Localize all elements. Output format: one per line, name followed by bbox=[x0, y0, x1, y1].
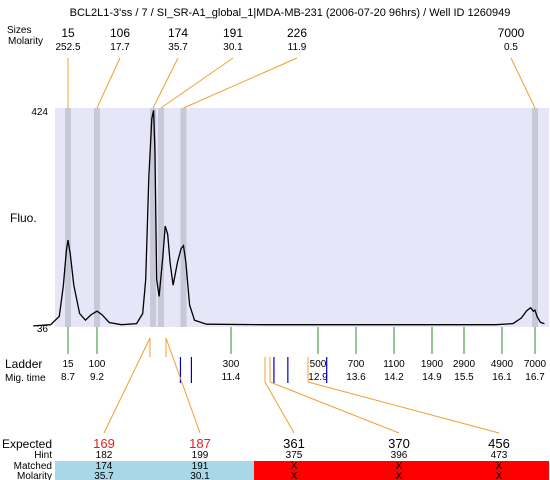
ladder-migtime-label: 13.6 bbox=[346, 372, 366, 383]
peak-molarity-label: 0.5 bbox=[504, 42, 518, 53]
ladder-size-label: 15 bbox=[62, 359, 74, 370]
ladder-row-label: Ladder bbox=[5, 357, 42, 371]
matched-bars bbox=[55, 461, 549, 480]
migtime-row-label: Mig. time bbox=[5, 373, 46, 384]
molarity-row-label: Molarity bbox=[8, 36, 43, 47]
hint-value: 396 bbox=[391, 450, 408, 461]
matched-value: X bbox=[291, 461, 298, 472]
ladder-migtime-label: 8.7 bbox=[61, 372, 75, 383]
ladder-size-label: 4900 bbox=[491, 359, 514, 370]
ladder-migtime-label: 9.2 bbox=[90, 372, 104, 383]
peak-leader-line bbox=[160, 57, 234, 109]
ladder-size-label: 100 bbox=[89, 359, 106, 370]
ladder-migtime-label: 11.4 bbox=[222, 372, 241, 383]
ladder-ticks: 15 8.7 100 9.2 300 11.4 500 12.9 700 13.6 1100 14.2… bbox=[61, 327, 547, 383]
expected-leader-lines bbox=[103, 337, 500, 434]
matched-molarity-value: 30.1 bbox=[190, 471, 210, 480]
peak-leader-line bbox=[183, 57, 298, 109]
ladder-migtime-label: 16.1 bbox=[492, 372, 512, 383]
peak-leader-line bbox=[96, 57, 121, 109]
y-tick-min: 36 bbox=[37, 324, 49, 335]
peak-size-label: 7000 bbox=[498, 26, 525, 40]
bottom-molarity-row-label: Molarity bbox=[17, 471, 52, 480]
hint-value: 375 bbox=[286, 450, 303, 461]
ladder-migtime-label: 15.5 bbox=[454, 372, 474, 383]
matched-molarity-value: X bbox=[291, 471, 298, 480]
chart-title: BCL2L1-3'ss / 7 / SI_SR-A1_global_1|MDA-… bbox=[70, 7, 511, 19]
expected-leader-line bbox=[103, 337, 151, 434]
fluorescence-trace bbox=[33, 110, 545, 327]
hint-value: 182 bbox=[96, 450, 113, 461]
peak-bands bbox=[65, 108, 538, 327]
expected-value: 187 bbox=[189, 436, 211, 451]
peak-size-label: 191 bbox=[223, 26, 243, 40]
matched-value: X bbox=[396, 461, 403, 472]
peak-band bbox=[532, 108, 538, 327]
peak-labels: 15 252.5 106 17.7 174 35.7 191 30.1 226 11.9 7000 0… bbox=[55, 26, 524, 53]
matched-molarity-value: 35.7 bbox=[94, 471, 114, 480]
peak-molarity-label: 35.7 bbox=[168, 42, 188, 53]
hint-value: 473 bbox=[491, 450, 508, 461]
peak-band bbox=[150, 108, 157, 327]
expected-leader-line bbox=[264, 381, 295, 434]
expected-markers bbox=[179, 357, 328, 383]
ladder-migtime-label: 14.2 bbox=[384, 372, 404, 383]
peak-leader-line bbox=[510, 57, 536, 109]
expected-value: 456 bbox=[488, 436, 510, 451]
matched-bar bbox=[55, 461, 254, 480]
matched-molarity-value: X bbox=[396, 471, 403, 480]
peak-band bbox=[65, 108, 71, 327]
unmatched-bar bbox=[254, 461, 549, 480]
expected-leader-line bbox=[269, 381, 400, 434]
matched-value: 174 bbox=[96, 461, 113, 472]
peak-molarity-label: 17.7 bbox=[110, 42, 130, 53]
ladder-size-label: 1100 bbox=[383, 359, 405, 370]
ladder-size-label: 7000 bbox=[524, 359, 547, 370]
expected-leader-line bbox=[307, 381, 500, 434]
peak-leader-line bbox=[152, 57, 179, 109]
expected-row-label: Expected bbox=[2, 437, 52, 451]
matched-molarity-value: X bbox=[496, 471, 503, 480]
matched-value: 191 bbox=[192, 461, 209, 472]
expected-leader-line bbox=[165, 337, 201, 434]
ladder-size-label: 700 bbox=[348, 359, 365, 370]
ladder-migtime-label: 14.9 bbox=[422, 372, 442, 383]
ladder-size-label: 300 bbox=[223, 359, 240, 370]
peak-size-label: 15 bbox=[61, 26, 75, 40]
ladder-migtime-label: 16.7 bbox=[525, 372, 545, 383]
matched-value: X bbox=[496, 461, 503, 472]
hint-value: 199 bbox=[192, 450, 209, 461]
peak-leader-lines bbox=[67, 57, 536, 109]
matched-row-label: Matched bbox=[14, 461, 52, 472]
peak-band bbox=[94, 108, 100, 327]
peak-size-label: 226 bbox=[287, 26, 307, 40]
y-axis-label: Fluo. bbox=[10, 211, 37, 225]
peak-molarity-label: 252.5 bbox=[55, 42, 80, 53]
expected-value: 169 bbox=[93, 436, 115, 451]
expected-value: 361 bbox=[283, 436, 305, 451]
expected-match-table: 16918217435.718719919130.1361375XX370396… bbox=[93, 436, 510, 480]
peak-size-label: 174 bbox=[168, 26, 188, 40]
ladder-size-label: 1900 bbox=[421, 359, 444, 370]
peak-band bbox=[157, 108, 164, 327]
sizes-row-label: Sizes bbox=[7, 25, 31, 36]
peak-size-label: 106 bbox=[110, 26, 130, 40]
peak-molarity-label: 30.1 bbox=[223, 42, 243, 53]
peak-molarity-label: 11.9 bbox=[288, 42, 307, 53]
expected-value: 370 bbox=[388, 436, 410, 451]
ladder-migtime-label: 12.9 bbox=[308, 372, 328, 383]
ladder-size-label: 2900 bbox=[453, 359, 476, 370]
ladder-size-label: 500 bbox=[310, 359, 327, 370]
plot-area bbox=[55, 108, 549, 327]
y-tick-max: 424 bbox=[31, 107, 48, 118]
hint-row-label: Hint bbox=[34, 450, 52, 461]
peak-band bbox=[180, 108, 187, 327]
